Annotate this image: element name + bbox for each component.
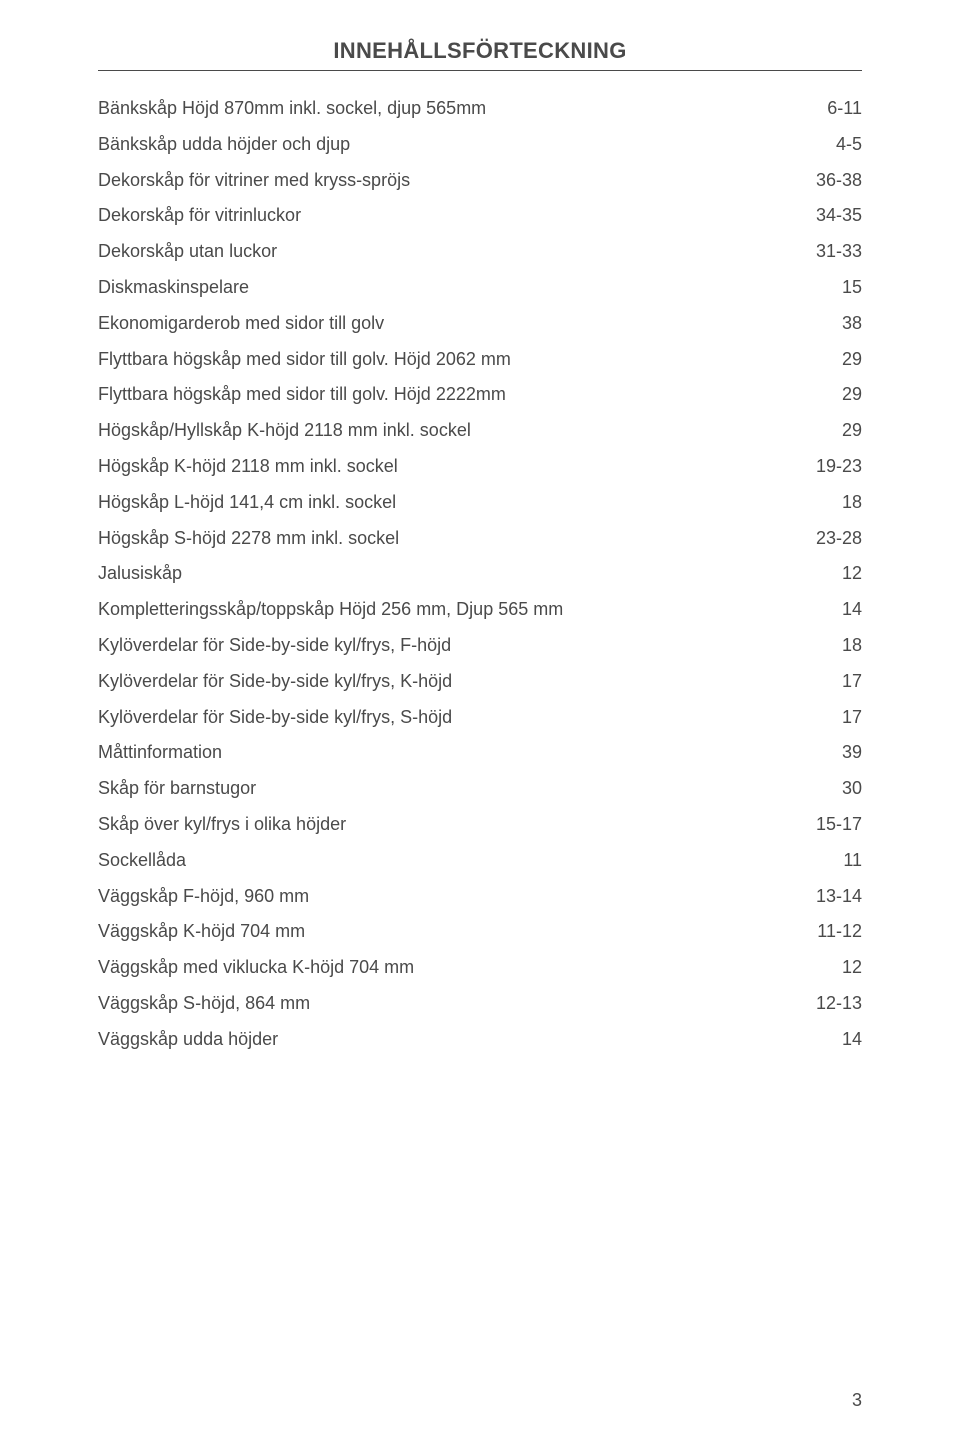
toc-row: Dekorskåp för vitriner med kryss-spröjs3… [98,171,862,189]
toc-label: Diskmaskinspelare [98,278,842,296]
toc-row: Dekorskåp utan luckor31-33 [98,242,862,260]
toc-label: Dekorskåp för vitriner med kryss-spröjs [98,171,816,189]
toc-page: 29 [842,421,862,439]
title-rule [98,70,862,71]
toc-label: Högskåp L-höjd 141,4 cm inkl. sockel [98,493,842,511]
toc-label: Jalusiskåp [98,564,842,582]
toc-page: 14 [842,600,862,618]
toc-page: 29 [842,350,862,368]
toc-label: Kylöverdelar för Side-by-side kyl/frys, … [98,636,842,654]
toc-label: Ekonomigarderob med sidor till golv [98,314,842,332]
toc-row: Sockellåda11 [98,851,862,869]
toc-label: Skåp över kyl/frys i olika höjder [98,815,816,833]
toc-row: Väggskåp udda höjder14 [98,1030,862,1048]
toc-row: Kylöverdelar för Side-by-side kyl/frys, … [98,708,862,726]
table-of-contents: Bänkskåp Höjd 870mm inkl. sockel, djup 5… [98,99,862,1048]
toc-page: 4-5 [836,135,862,153]
toc-label: Väggskåp udda höjder [98,1030,842,1048]
toc-page: 19-23 [816,457,862,475]
toc-row: Måttinformation39 [98,743,862,761]
toc-row: Kompletteringsskåp/toppskåp Höjd 256 mm,… [98,600,862,618]
toc-page: 11-12 [817,922,862,940]
toc-row: Bänkskåp Höjd 870mm inkl. sockel, djup 5… [98,99,862,117]
toc-page: 17 [842,672,862,690]
toc-row: Högskåp/Hyllskåp K-höjd 2118 mm inkl. so… [98,421,862,439]
toc-page: 12 [842,564,862,582]
toc-row: Skåp över kyl/frys i olika höjder15-17 [98,815,862,833]
toc-row: Dekorskåp för vitrinluckor34-35 [98,206,862,224]
toc-page: 17 [842,708,862,726]
toc-row: Jalusiskåp12 [98,564,862,582]
toc-row: Ekonomigarderob med sidor till golv38 [98,314,862,332]
page-title: INNEHÅLLSFÖRTECKNING [333,38,626,64]
title-container: INNEHÅLLSFÖRTECKNING [98,38,862,64]
toc-row: Kylöverdelar för Side-by-side kyl/frys, … [98,636,862,654]
toc-row: Högskåp K-höjd 2118 mm inkl. sockel19-23 [98,457,862,475]
toc-label: Väggskåp med viklucka K-höjd 704 mm [98,958,842,976]
toc-label: Sockellåda [98,851,843,869]
toc-label: Dekorskåp för vitrinluckor [98,206,816,224]
toc-page: 12 [842,958,862,976]
toc-label: Högskåp/Hyllskåp K-höjd 2118 mm inkl. so… [98,421,842,439]
toc-label: Skåp för barnstugor [98,779,842,797]
toc-page: 6-11 [827,99,862,117]
toc-label: Flyttbara högskåp med sidor till golv. H… [98,385,842,403]
toc-row: Väggskåp F-höjd, 960 mm13-14 [98,887,862,905]
toc-label: Dekorskåp utan luckor [98,242,816,260]
toc-page: 34-35 [816,206,862,224]
toc-page: 38 [842,314,862,332]
toc-row: Bänkskåp udda höjder och djup4-5 [98,135,862,153]
toc-page: 15-17 [816,815,862,833]
toc-page: 14 [842,1030,862,1048]
toc-page: 18 [842,636,862,654]
toc-label: Väggskåp F-höjd, 960 mm [98,887,816,905]
toc-label: Kylöverdelar för Side-by-side kyl/frys, … [98,672,842,690]
toc-row: Skåp för barnstugor30 [98,779,862,797]
toc-page: 30 [842,779,862,797]
toc-label: Kompletteringsskåp/toppskåp Höjd 256 mm,… [98,600,842,618]
page-number: 3 [852,1390,862,1411]
toc-label: Kylöverdelar för Side-by-side kyl/frys, … [98,708,842,726]
toc-label: Högskåp S-höjd 2278 mm inkl. sockel [98,529,816,547]
toc-row: Flyttbara högskåp med sidor till golv. H… [98,385,862,403]
toc-page: 12-13 [816,994,862,1012]
toc-page: 36-38 [816,171,862,189]
toc-row: Diskmaskinspelare15 [98,278,862,296]
toc-label: Bänkskåp udda höjder och djup [98,135,836,153]
toc-page: 13-14 [816,887,862,905]
toc-row: Väggskåp K-höjd 704 mm11-12 [98,922,862,940]
toc-row: Högskåp L-höjd 141,4 cm inkl. sockel18 [98,493,862,511]
toc-row: Väggskåp med viklucka K-höjd 704 mm12 [98,958,862,976]
toc-page: 31-33 [816,242,862,260]
toc-label: Högskåp K-höjd 2118 mm inkl. sockel [98,457,816,475]
toc-row: Högskåp S-höjd 2278 mm inkl. sockel23-28 [98,529,862,547]
document-page: INNEHÅLLSFÖRTECKNING Bänkskåp Höjd 870mm… [0,0,960,1441]
toc-page: 18 [842,493,862,511]
toc-row: Väggskåp S-höjd, 864 mm12-13 [98,994,862,1012]
toc-page: 15 [842,278,862,296]
toc-label: Väggskåp S-höjd, 864 mm [98,994,816,1012]
toc-label: Flyttbara högskåp med sidor till golv. H… [98,350,842,368]
toc-row: Kylöverdelar för Side-by-side kyl/frys, … [98,672,862,690]
toc-page: 39 [842,743,862,761]
toc-label: Måttinformation [98,743,842,761]
toc-page: 23-28 [816,529,862,547]
toc-row: Flyttbara högskåp med sidor till golv. H… [98,350,862,368]
toc-label: Väggskåp K-höjd 704 mm [98,922,817,940]
toc-page: 11 [843,851,862,869]
toc-label: Bänkskåp Höjd 870mm inkl. sockel, djup 5… [98,99,827,117]
toc-page: 29 [842,385,862,403]
